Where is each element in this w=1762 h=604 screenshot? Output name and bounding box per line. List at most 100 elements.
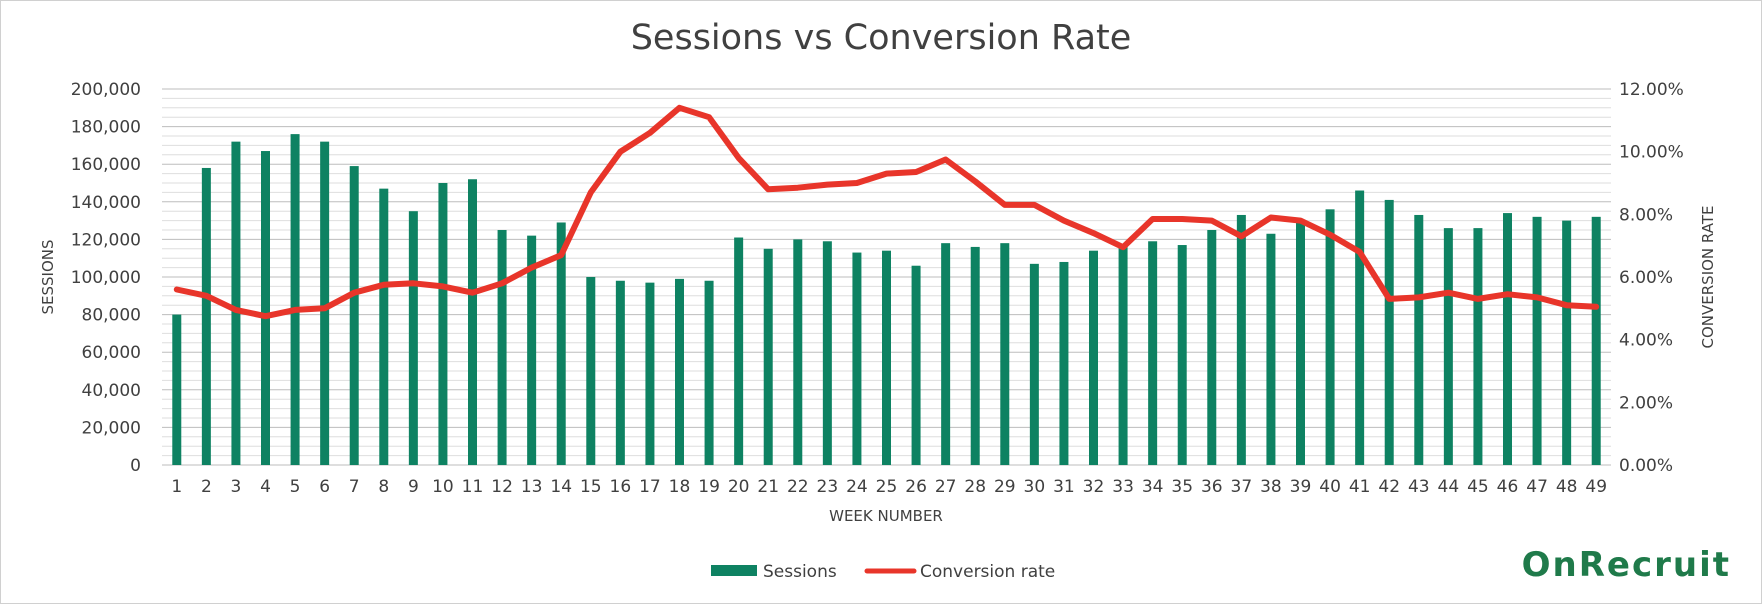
x-axis-title: WEEK NUMBER bbox=[829, 507, 943, 525]
x-tick-label: 40 bbox=[1319, 477, 1341, 497]
x-tick-label: 1 bbox=[171, 477, 182, 497]
x-tick-label: 27 bbox=[935, 477, 957, 497]
sessions-bar bbox=[822, 241, 832, 465]
sessions-bar bbox=[1325, 209, 1335, 465]
sessions-bar bbox=[261, 151, 270, 466]
y-axis-left-title: SESSIONS bbox=[39, 239, 57, 314]
y-left-tick-label: 160,000 bbox=[71, 155, 141, 175]
sessions-bar bbox=[586, 277, 596, 465]
y-left-tick-label: 20,000 bbox=[82, 418, 141, 438]
x-tick-label: 3 bbox=[231, 477, 242, 497]
sessions-bar bbox=[645, 282, 655, 465]
sessions-bar bbox=[1443, 228, 1453, 465]
x-tick-label: 2 bbox=[201, 477, 212, 497]
sessions-bar bbox=[704, 280, 714, 465]
sessions-bar bbox=[911, 265, 921, 465]
x-tick-label: 42 bbox=[1378, 477, 1400, 497]
sessions-bar bbox=[1562, 220, 1572, 465]
y-left-tick-label: 0 bbox=[130, 456, 141, 476]
x-tick-label: 12 bbox=[491, 477, 513, 497]
x-tick-label: 30 bbox=[1024, 477, 1046, 497]
x-tick-label: 16 bbox=[610, 477, 632, 497]
y-left-tick-label: 60,000 bbox=[82, 343, 141, 363]
sessions-bar bbox=[1355, 190, 1365, 465]
x-tick-label: 33 bbox=[1112, 477, 1134, 497]
x-tick-label: 32 bbox=[1083, 477, 1105, 497]
x-axis-ticks: 1 2 3 4 5 6 7 8 9 10 11 12 13 14 15 16 17 18 19 20 21 22 23 24 2… bbox=[171, 477, 1607, 497]
sessions-bar bbox=[408, 211, 418, 465]
sessions-bar bbox=[1207, 230, 1217, 465]
conversion-rate-line bbox=[173, 104, 1600, 320]
x-tick-label: 38 bbox=[1260, 477, 1282, 497]
conversion-line-layer bbox=[173, 104, 1600, 320]
x-tick-label: 6 bbox=[319, 477, 330, 497]
y-right-tick-label: 4.00% bbox=[1619, 331, 1673, 351]
x-tick-label: 20 bbox=[728, 477, 750, 497]
sessions-bar bbox=[793, 239, 803, 465]
x-tick-label: 23 bbox=[817, 477, 839, 497]
y-left-tick-label: 80,000 bbox=[82, 306, 141, 326]
legend: Sessions Conversion rate bbox=[711, 562, 1055, 582]
sessions-bar bbox=[231, 141, 241, 465]
sessions-bar bbox=[527, 235, 537, 465]
sessions-bar bbox=[1089, 250, 1098, 465]
sessions-bar bbox=[1177, 245, 1187, 465]
sessions-bar bbox=[1266, 233, 1276, 465]
y-left-tick-label: 120,000 bbox=[71, 230, 141, 250]
sessions-bar bbox=[497, 230, 507, 465]
x-tick-label: 48 bbox=[1556, 477, 1578, 497]
x-tick-label: 36 bbox=[1201, 477, 1223, 497]
left-axis-ticks: 0 20,000 40,000 60,000 80,000 100,000 120,000 1… bbox=[71, 80, 141, 476]
x-tick-label: 22 bbox=[787, 477, 809, 497]
sessions-bar bbox=[1296, 220, 1305, 465]
legend-conversion-label: Conversion rate bbox=[920, 562, 1055, 582]
x-tick-label: 13 bbox=[521, 477, 543, 497]
x-tick-label: 41 bbox=[1349, 477, 1371, 497]
onrecruit-logo: OnRecruit bbox=[1522, 545, 1731, 585]
y-right-tick-label: 0.00% bbox=[1619, 456, 1673, 476]
x-tick-label: 26 bbox=[905, 477, 927, 497]
y-right-tick-label: 2.00% bbox=[1619, 393, 1673, 413]
legend-sessions-swatch bbox=[711, 565, 757, 576]
sessions-bar bbox=[1000, 243, 1010, 465]
y-left-tick-label: 40,000 bbox=[82, 381, 141, 401]
x-tick-label: 24 bbox=[846, 477, 868, 497]
sessions-bar bbox=[1591, 216, 1601, 465]
sessions-bar bbox=[320, 141, 330, 465]
legend-sessions-label: Sessions bbox=[763, 562, 837, 582]
sessions-bar bbox=[438, 183, 448, 465]
y-right-tick-label: 6.00% bbox=[1619, 268, 1673, 288]
x-tick-label: 5 bbox=[290, 477, 301, 497]
sessions-bar bbox=[1236, 214, 1246, 465]
chart-title: Sessions vs Conversion Rate bbox=[631, 18, 1132, 58]
sessions-bar bbox=[1532, 216, 1542, 465]
x-tick-label: 46 bbox=[1497, 477, 1519, 497]
sessions-bar bbox=[970, 246, 980, 465]
sessions-bar bbox=[763, 248, 773, 465]
sessions-bar bbox=[675, 278, 684, 465]
sessions-bar bbox=[882, 250, 891, 465]
x-tick-label: 29 bbox=[994, 477, 1016, 497]
y-left-tick-label: 200,000 bbox=[71, 80, 141, 100]
x-tick-label: 47 bbox=[1526, 477, 1548, 497]
sessions-bar bbox=[556, 222, 566, 465]
sessions-bar bbox=[734, 237, 744, 465]
x-tick-label: 11 bbox=[462, 477, 484, 497]
x-tick-label: 21 bbox=[757, 477, 779, 497]
sessions-bar bbox=[201, 167, 211, 465]
x-tick-label: 35 bbox=[1171, 477, 1193, 497]
y-left-tick-label: 140,000 bbox=[71, 193, 141, 213]
sessions-bar bbox=[615, 280, 625, 465]
sessions-bar bbox=[1118, 246, 1128, 465]
x-tick-label: 28 bbox=[964, 477, 986, 497]
sessions-bar bbox=[172, 314, 182, 465]
x-tick-label: 15 bbox=[580, 477, 602, 497]
x-tick-label: 31 bbox=[1053, 477, 1075, 497]
sessions-bars bbox=[172, 134, 1601, 466]
x-tick-label: 19 bbox=[698, 477, 720, 497]
right-axis-ticks: 0.00% 2.00% 4.00% 6.00% 8.00% 10.00% 12.00% bbox=[1619, 80, 1684, 476]
x-tick-label: 45 bbox=[1467, 477, 1489, 497]
x-tick-label: 43 bbox=[1408, 477, 1430, 497]
